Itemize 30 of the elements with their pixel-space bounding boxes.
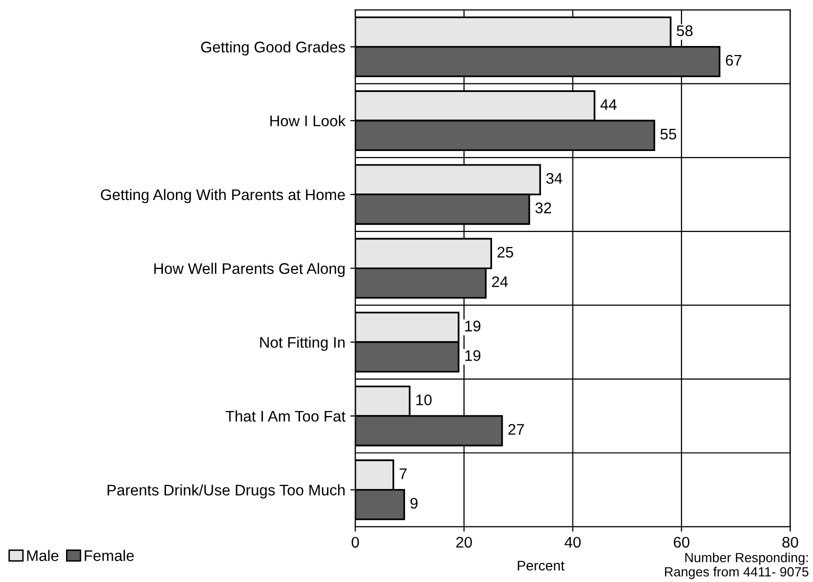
data-label: 32 — [535, 202, 552, 214]
y-tick-label: How I Look — [270, 115, 346, 126]
x-tick-label: 80 — [782, 536, 798, 548]
y-tick-label: Parents Drink/Use Drugs Too Much — [108, 484, 345, 498]
data-label: 25 — [498, 246, 514, 258]
x-tick-label: 0 — [352, 536, 359, 548]
data-label: 34 — [546, 172, 562, 184]
data-label: 19 — [465, 320, 480, 332]
y-tick-label: Not Fitting In — [260, 336, 345, 351]
data-label: 9 — [410, 498, 418, 509]
data-label: 27 — [508, 424, 524, 435]
x-tick-label: 60 — [674, 536, 690, 548]
text: Number Responding: Ranges from 4411- 9075 — [665, 552, 808, 580]
data-label: 44 — [600, 99, 617, 110]
data-label: 19 — [465, 350, 480, 361]
legend-label: Male — [27, 550, 58, 562]
data-label: 7 — [400, 468, 407, 479]
x-tick-label: 20 — [456, 536, 472, 548]
y-tick-label: Getting Good Grades — [201, 41, 346, 56]
data-label: 55 — [660, 128, 676, 140]
y-tick-label: How Well Parents Get Along — [154, 262, 345, 278]
legend-label: Female — [84, 550, 134, 562]
data-label: 67 — [726, 54, 742, 66]
data-label: 24 — [492, 276, 508, 288]
x-axis-title: Percent — [518, 560, 564, 571]
y-tick-label: That I Am Too Fat — [226, 410, 346, 422]
x-tick-label: 40 — [564, 536, 581, 548]
data-label: 58 — [676, 25, 693, 36]
y-tick-label: Getting Along With Parents at Home — [100, 188, 345, 204]
data-label: 10 — [416, 394, 432, 406]
